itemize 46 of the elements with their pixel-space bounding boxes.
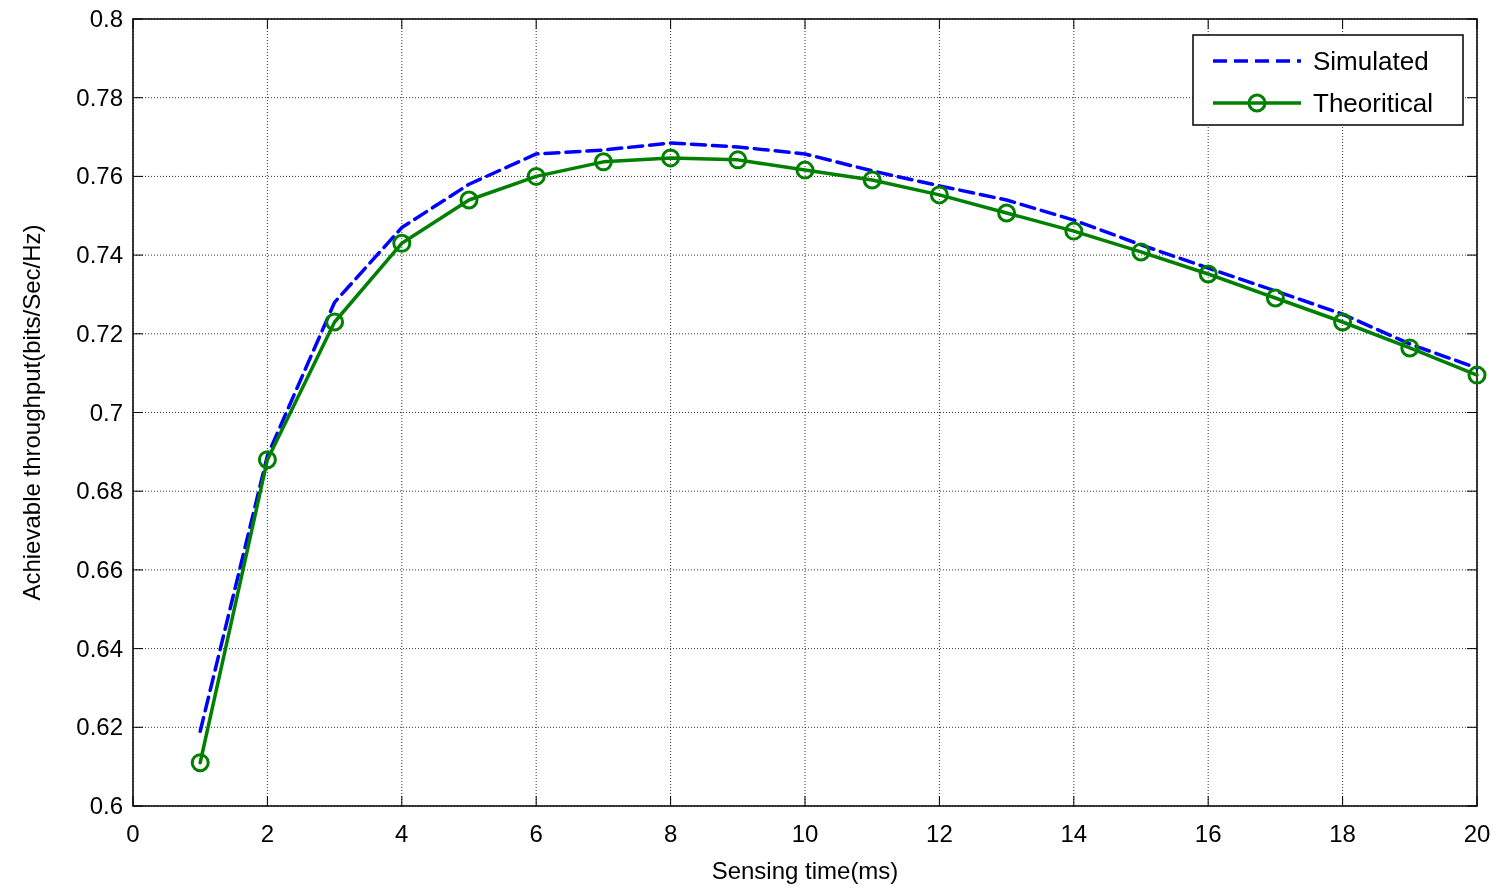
legend-label: Theoritical xyxy=(1313,88,1433,118)
point xyxy=(1333,312,1353,332)
y-tick-label: 0.68 xyxy=(76,477,123,505)
point xyxy=(1265,288,1285,308)
point xyxy=(661,148,681,168)
x-tick-label: 12 xyxy=(926,820,953,847)
y-tick-label: 0.74 xyxy=(76,241,123,269)
x-tick-label: 6 xyxy=(529,820,543,847)
x-tick-label: 20 xyxy=(1463,820,1491,847)
x-tick-label: 2 xyxy=(260,820,275,847)
y-tick-label: 0.66 xyxy=(76,555,123,583)
point xyxy=(1064,221,1084,241)
point xyxy=(1400,338,1420,358)
y-tick-label: 0.62 xyxy=(76,713,123,741)
point xyxy=(526,166,546,186)
y-tick-label: 0.6 xyxy=(89,792,123,819)
point xyxy=(325,312,345,332)
x-axis-title: Sensing time(ms) xyxy=(711,857,899,884)
point xyxy=(593,152,613,172)
point xyxy=(997,203,1017,223)
x-tick-label: 16 xyxy=(1194,820,1222,847)
y-tick-label: 0.7 xyxy=(89,398,123,426)
y-tick-label: 0.64 xyxy=(76,634,123,662)
point xyxy=(392,233,412,253)
point xyxy=(1467,365,1487,385)
x-tick-label: 14 xyxy=(1060,820,1088,847)
y-tick-label: 0.78 xyxy=(76,83,123,111)
point xyxy=(862,170,882,190)
point xyxy=(459,190,479,210)
x-tick-label: 18 xyxy=(1329,820,1356,847)
x-tick-label: 10 xyxy=(791,820,819,847)
x-tick-label: 4 xyxy=(395,820,409,847)
point xyxy=(929,185,949,205)
point xyxy=(728,150,748,170)
y-tick-label: 0.76 xyxy=(76,162,123,190)
x-tick-label: 8 xyxy=(663,820,678,847)
point xyxy=(257,450,277,470)
x-tick-label: 0 xyxy=(126,820,140,847)
y-tick-label: 0.72 xyxy=(76,319,123,347)
point xyxy=(190,753,210,773)
y-tick-label: 0.8 xyxy=(89,5,123,32)
point xyxy=(1131,242,1151,262)
point xyxy=(795,160,815,180)
legend-label: Simulated xyxy=(1313,46,1429,76)
y-axis-title: Achievable throughput(bits/Sec/Hz) xyxy=(18,224,45,601)
point xyxy=(1198,264,1218,284)
